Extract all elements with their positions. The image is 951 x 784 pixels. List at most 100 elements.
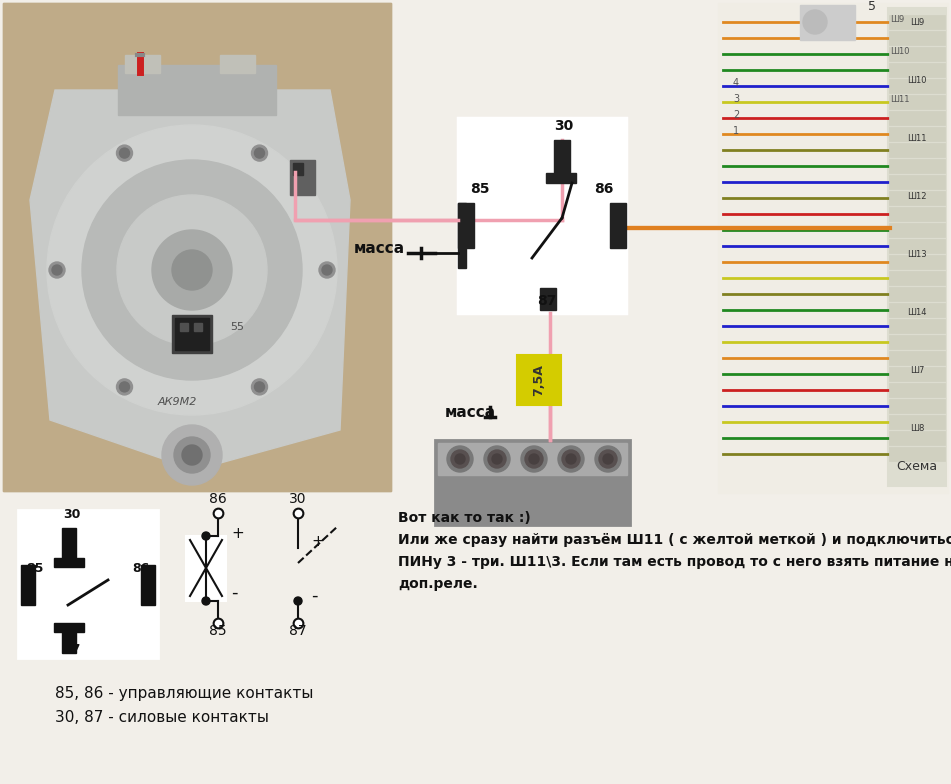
Bar (889, 31, 945, 45)
Bar (438, 443, 627, 475)
Circle shape (558, 446, 584, 472)
Circle shape (251, 379, 267, 395)
Circle shape (566, 454, 576, 464)
Bar (172, 315, 212, 353)
Text: +: + (311, 534, 323, 549)
Bar (889, 431, 945, 445)
Text: 85: 85 (26, 562, 44, 575)
Circle shape (202, 532, 210, 540)
Bar (175, 318, 209, 350)
Text: 86: 86 (132, 562, 149, 575)
Bar (889, 207, 945, 221)
Circle shape (47, 125, 337, 415)
Text: 5: 5 (868, 0, 876, 13)
Circle shape (120, 148, 129, 158)
Text: Ш12: Ш12 (907, 191, 927, 201)
Circle shape (117, 145, 132, 161)
Circle shape (255, 382, 264, 392)
Bar (889, 319, 945, 333)
Text: 3: 3 (733, 94, 739, 104)
Bar (118, 65, 276, 115)
Bar (718, 3, 948, 493)
Bar (889, 287, 945, 301)
Bar (889, 79, 945, 93)
Bar (554, 140, 570, 178)
Bar (435, 440, 630, 525)
Bar (889, 143, 945, 157)
Circle shape (529, 454, 539, 464)
Text: Ш8: Ш8 (910, 423, 924, 433)
Bar (889, 95, 945, 109)
Circle shape (172, 250, 212, 290)
Bar (889, 239, 945, 253)
Bar (54, 558, 84, 567)
Bar (889, 447, 945, 461)
Bar (889, 63, 945, 77)
Bar (889, 271, 945, 285)
Bar (546, 173, 576, 183)
Text: АК9М2: АК9М2 (158, 397, 198, 407)
Bar (889, 223, 945, 237)
Circle shape (599, 450, 617, 468)
Bar (54, 623, 84, 632)
Bar (889, 111, 945, 125)
Bar (290, 160, 315, 195)
Bar (888, 8, 946, 486)
Text: Ш10: Ш10 (890, 47, 909, 56)
Circle shape (255, 148, 264, 158)
Bar (18, 510, 158, 658)
Text: 1: 1 (733, 126, 739, 136)
Text: 30: 30 (63, 508, 81, 521)
Circle shape (117, 379, 132, 395)
Circle shape (447, 446, 473, 472)
Bar (517, 355, 561, 405)
Bar (458, 203, 474, 248)
Bar (889, 47, 945, 61)
Bar (458, 203, 466, 268)
Bar (3, 3, 391, 491)
Bar (62, 630, 76, 653)
Circle shape (162, 425, 222, 485)
Bar (889, 383, 945, 397)
Text: Ш7: Ш7 (910, 365, 924, 375)
Circle shape (492, 454, 502, 464)
Text: 7,5A: 7,5A (533, 364, 546, 396)
Circle shape (82, 160, 302, 380)
Text: Ш14: Ш14 (907, 307, 927, 317)
Circle shape (455, 454, 465, 464)
Text: 87: 87 (537, 294, 556, 308)
Bar (889, 159, 945, 173)
Bar (62, 528, 76, 560)
Text: Ш9: Ш9 (890, 15, 904, 24)
Text: Ш11: Ш11 (890, 95, 909, 104)
Text: Ш11: Ш11 (907, 133, 927, 143)
Text: 86: 86 (209, 492, 227, 506)
Circle shape (251, 145, 267, 161)
Text: 87: 87 (289, 624, 307, 638)
Text: масса: масса (445, 405, 496, 420)
Circle shape (603, 454, 613, 464)
Text: 85: 85 (470, 182, 490, 196)
Circle shape (182, 445, 202, 465)
Circle shape (152, 230, 232, 310)
Text: масса: масса (354, 241, 405, 256)
Bar (186, 536, 226, 601)
Circle shape (521, 446, 547, 472)
Text: 30, 87 - силовые контакты: 30, 87 - силовые контакты (55, 710, 269, 725)
Circle shape (451, 450, 469, 468)
Bar (610, 203, 626, 248)
Bar (889, 367, 945, 381)
Bar (458, 118, 626, 313)
Bar (889, 399, 945, 413)
Circle shape (484, 446, 510, 472)
Bar (889, 335, 945, 349)
Circle shape (294, 597, 302, 605)
Bar (194, 323, 202, 331)
Bar (889, 303, 945, 317)
Bar (125, 55, 160, 73)
Text: -: - (311, 587, 318, 605)
Bar (889, 255, 945, 269)
Text: 30: 30 (289, 492, 307, 506)
Bar (540, 288, 556, 310)
Bar (889, 127, 945, 141)
